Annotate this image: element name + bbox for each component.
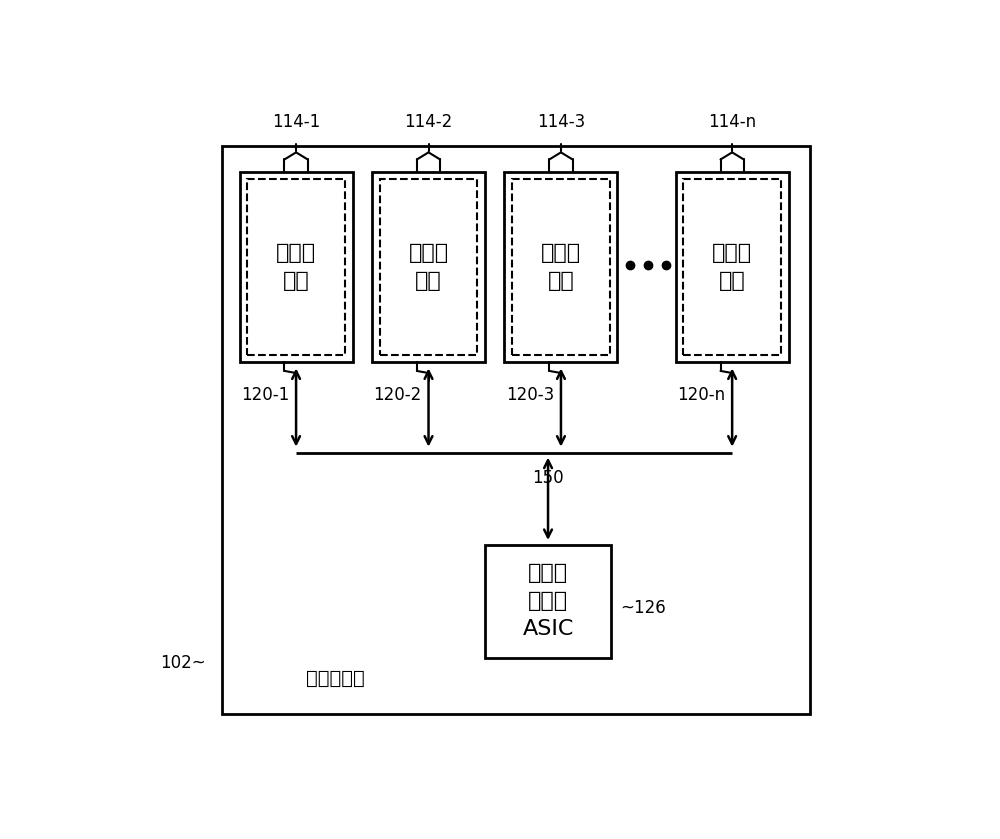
Text: 120-3: 120-3 (506, 386, 554, 404)
Text: 150: 150 (532, 469, 564, 487)
Text: 114-1: 114-1 (272, 113, 320, 131)
Text: 传感器
控制器
ASIC: 传感器 控制器 ASIC (522, 563, 574, 639)
Bar (240, 172, 353, 362)
Text: 打印头
管芯: 打印头 管芯 (541, 243, 581, 291)
Text: 120-n: 120-n (677, 386, 725, 404)
Text: 114-n: 114-n (708, 113, 756, 131)
Text: 打印头
管芯: 打印头 管芯 (712, 243, 752, 291)
Text: 120-2: 120-2 (373, 386, 422, 404)
Text: 打印头
管芯: 打印头 管芯 (276, 243, 316, 291)
Bar (380, 180, 477, 355)
Bar (247, 180, 345, 355)
Text: 102~: 102~ (160, 654, 206, 672)
Text: 114-3: 114-3 (537, 113, 585, 131)
Bar (372, 172, 485, 362)
Bar (504, 172, 617, 362)
Bar (512, 180, 610, 355)
Bar (676, 172, 789, 362)
Text: ~126: ~126 (621, 599, 666, 617)
Text: 打印头组件: 打印头组件 (306, 670, 365, 688)
Text: 114-2: 114-2 (404, 113, 453, 131)
Bar (222, 146, 810, 715)
Bar (485, 545, 611, 658)
Text: 打印头
管芯: 打印头 管芯 (408, 243, 449, 291)
Bar (683, 180, 781, 355)
Text: 120-1: 120-1 (241, 386, 289, 404)
